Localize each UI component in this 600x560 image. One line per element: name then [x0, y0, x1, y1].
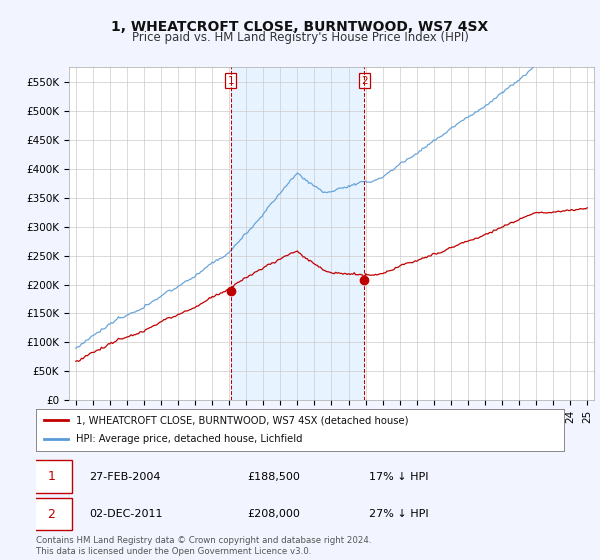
- Text: 1, WHEATCROFT CLOSE, BURNTWOOD, WS7 4SX (detached house): 1, WHEATCROFT CLOSE, BURNTWOOD, WS7 4SX …: [76, 415, 408, 425]
- Text: 2: 2: [47, 507, 55, 521]
- FancyBboxPatch shape: [31, 498, 72, 530]
- Bar: [230, 67, 364, 400]
- Text: Price paid vs. HM Land Registry's House Price Index (HPI): Price paid vs. HM Land Registry's House …: [131, 31, 469, 44]
- Text: 1, WHEATCROFT CLOSE, BURNTWOOD, WS7 4SX: 1, WHEATCROFT CLOSE, BURNTWOOD, WS7 4SX: [112, 20, 488, 34]
- Text: 1: 1: [227, 76, 234, 86]
- Text: 1: 1: [47, 470, 55, 483]
- FancyBboxPatch shape: [31, 460, 72, 493]
- Text: Contains HM Land Registry data © Crown copyright and database right 2024.
This d: Contains HM Land Registry data © Crown c…: [36, 536, 371, 556]
- Text: 17% ↓ HPI: 17% ↓ HPI: [368, 472, 428, 482]
- Text: HPI: Average price, detached house, Lichfield: HPI: Average price, detached house, Lich…: [76, 435, 302, 445]
- Text: 27% ↓ HPI: 27% ↓ HPI: [368, 509, 428, 519]
- Text: 27-FEB-2004: 27-FEB-2004: [89, 472, 160, 482]
- Text: £188,500: £188,500: [247, 472, 300, 482]
- Text: 2: 2: [361, 76, 367, 86]
- Text: £208,000: £208,000: [247, 509, 300, 519]
- Text: 02-DEC-2011: 02-DEC-2011: [89, 509, 162, 519]
